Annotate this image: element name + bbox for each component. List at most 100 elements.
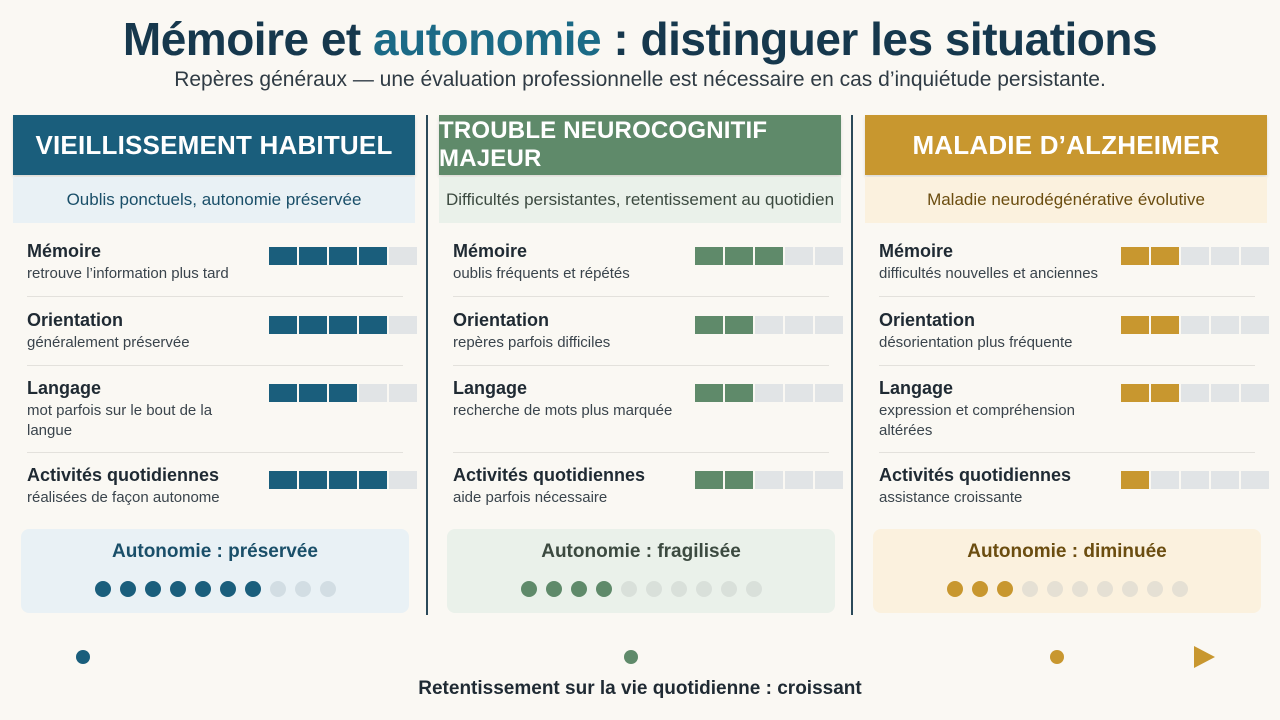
title-accent: autonomie [373, 13, 602, 65]
criterion-name: Activités quotidiennes [453, 465, 646, 485]
level-bar [695, 384, 843, 402]
level-bar [1121, 316, 1269, 334]
autonomy-box: Autonomie : fragilisée [447, 529, 835, 613]
criterion-name: Langage [27, 378, 102, 398]
autonomy-dot [545, 581, 562, 597]
column-tagline: Maladie neurodégénérative évolutive [865, 177, 1267, 223]
level-segment [815, 471, 843, 489]
level-segment [389, 471, 417, 489]
autonomy-dot [996, 581, 1013, 597]
criterion-description: réalisées de façon autonome [27, 489, 220, 506]
row-separator [453, 365, 829, 366]
level-bar [269, 384, 417, 402]
level-segment [359, 316, 387, 334]
autonomy-dot [1121, 581, 1138, 597]
criterion-description: aide parfois nécessaire [453, 489, 608, 506]
level-segment [299, 247, 327, 265]
level-bar [269, 471, 417, 489]
autonomy-dot [1046, 581, 1063, 597]
level-segment [725, 384, 753, 402]
level-segment [785, 471, 813, 489]
autonomy-dot [745, 581, 762, 597]
autonomy-dot [695, 581, 712, 597]
level-segment [1241, 384, 1269, 402]
autonomy-dot [144, 581, 161, 597]
level-segment [815, 247, 843, 265]
autonomy-label: Autonomie : fragilisée [541, 541, 741, 562]
row-separator [453, 296, 829, 297]
level-segment [725, 471, 753, 489]
level-bar [1121, 384, 1269, 402]
criterion-name: Activités quotidiennes [27, 465, 220, 485]
column-tagline: Oublis ponctuels, autonomie préservée [13, 177, 415, 223]
autonomy-dot [720, 581, 737, 597]
row-separator [879, 365, 1255, 366]
autonomy-dot [244, 581, 261, 597]
level-segment [755, 247, 783, 265]
criterion-row: Langage recherche de mots plus marquée [453, 378, 843, 421]
level-segment [359, 247, 387, 265]
criterion-row: Orientation désorientation plus fréquente [879, 310, 1269, 353]
level-segment [1121, 247, 1149, 265]
criterion-description: généralement préservée [27, 334, 190, 351]
level-segment [1181, 316, 1209, 334]
level-bar [695, 471, 843, 489]
autonomy-dot [570, 581, 587, 597]
level-segment [785, 316, 813, 334]
autonomy-dot [269, 581, 286, 597]
autonomy-dot [1071, 581, 1088, 597]
autonomy-dot [1096, 581, 1113, 597]
level-segment [329, 471, 357, 489]
autonomy-dot [595, 581, 612, 597]
level-segment [389, 247, 417, 265]
level-segment [359, 384, 387, 402]
autonomy-dot [294, 581, 311, 597]
criterion-description: difficultés nouvelles et anciennes [879, 265, 1099, 282]
criterion-name: Orientation [453, 310, 550, 330]
axis-marker-1 [76, 650, 90, 664]
title-part1: Mémoire et [122, 13, 374, 65]
column-divider-2 [851, 115, 853, 615]
level-segment [1241, 316, 1269, 334]
level-segment [725, 247, 753, 265]
autonomy-dot [971, 581, 988, 597]
row-separator [27, 452, 403, 453]
level-segment [1181, 384, 1209, 402]
level-segment [1151, 384, 1179, 402]
autonomy-dot [670, 581, 687, 597]
column-header: TROUBLE NEUROCOGNITIF MAJEUR [439, 115, 841, 175]
row-separator [879, 452, 1255, 453]
column-1: VIEILLISSEMENT HABITUEL Oublis ponctuels,… [13, 115, 417, 615]
page-subtitle: Repères généraux — une évaluation profes… [174, 68, 1106, 91]
axis-arrowhead [1194, 646, 1215, 668]
autonomy-dot [620, 581, 637, 597]
criterion-description: recherche de mots plus marquée [453, 402, 673, 419]
level-segment [1151, 471, 1179, 489]
level-segment [1151, 316, 1179, 334]
autonomy-dot [645, 581, 662, 597]
criterion-description: désorientation plus fréquente [879, 334, 1073, 351]
autonomy-box: Autonomie : diminuée [873, 529, 1261, 613]
column-3: MALADIE D’ALZHEIMER Maladie neurodégénéra… [865, 115, 1269, 615]
row-separator [453, 452, 829, 453]
criterion-name: Orientation [27, 310, 124, 330]
level-bar [1121, 247, 1269, 265]
criterion-row: Activités quotidiennes aide parfois néces… [453, 465, 843, 508]
autonomy-box: Autonomie : préservée [21, 529, 409, 613]
criterion-description: expression et compréhension altérées [879, 402, 1075, 439]
level-segment [389, 384, 417, 402]
level-segment [1181, 247, 1209, 265]
criterion-description: retrouve l’information plus tard [27, 265, 229, 282]
criterion-row: Langage mot parfois sur le bout de la lan… [27, 378, 417, 441]
autonomy-dot [169, 581, 186, 597]
level-segment [1121, 316, 1149, 334]
row-separator [27, 365, 403, 366]
level-segment [725, 316, 753, 334]
level-segment [1241, 471, 1269, 489]
autonomy-dot [219, 581, 236, 597]
level-segment [755, 471, 783, 489]
level-bar [695, 247, 843, 265]
criterion-description: mot parfois sur le bout de la langue [27, 402, 213, 439]
level-bar [695, 316, 843, 334]
autonomy-label: Autonomie : préservée [112, 541, 318, 562]
